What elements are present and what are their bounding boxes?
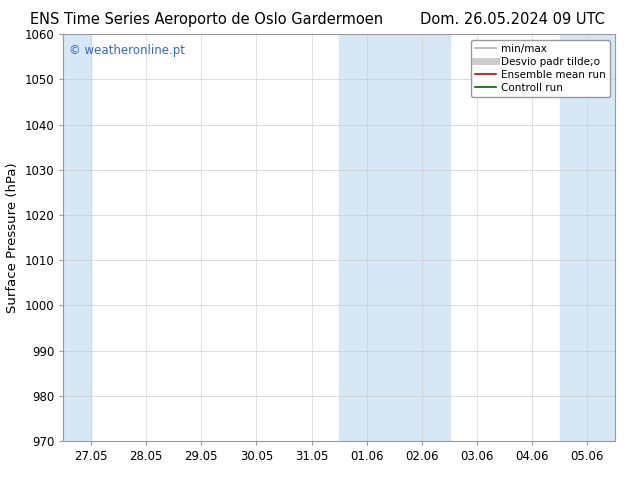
Text: © weatheronline.pt: © weatheronline.pt [69, 45, 185, 57]
Bar [560, 34, 615, 441]
Bar [339, 34, 450, 441]
Text: ENS Time Series Aeroporto de Oslo Gardermoen        Dom. 26.05.2024 09 UTC: ENS Time Series Aeroporto de Oslo Garder… [30, 12, 604, 27]
Bar [63, 34, 91, 441]
Y-axis label: Surface Pressure (hPa): Surface Pressure (hPa) [6, 162, 19, 313]
Legend: min/max, Desvio padr tilde;o, Ensemble mean run, Controll run: min/max, Desvio padr tilde;o, Ensemble m… [470, 40, 610, 97]
